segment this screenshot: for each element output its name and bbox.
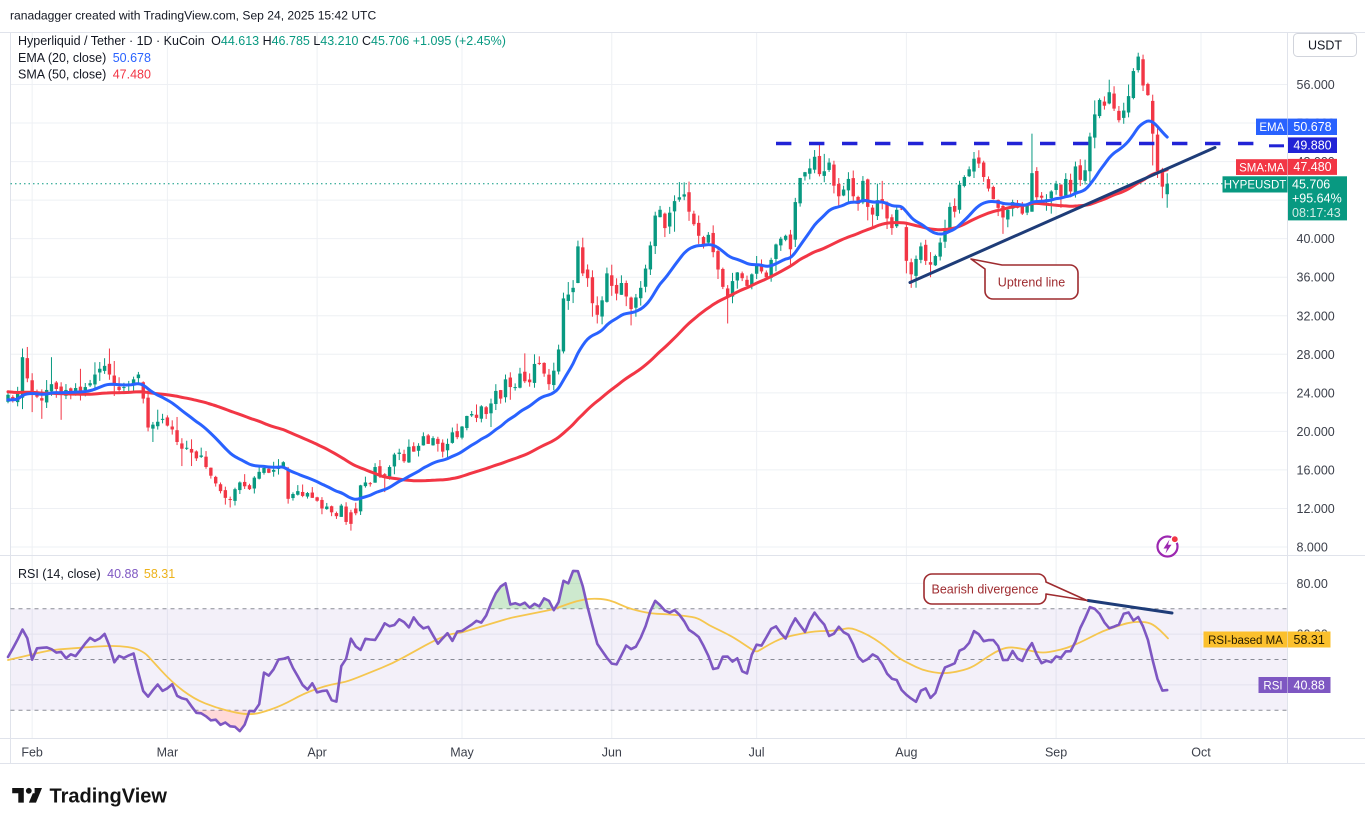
svg-text:40.000: 40.000 (1297, 232, 1335, 246)
svg-text:24.000: 24.000 (1297, 386, 1335, 400)
svg-text:32.000: 32.000 (1297, 309, 1335, 323)
svg-text:Sep: Sep (1045, 746, 1067, 760)
svg-text:56.000: 56.000 (1297, 78, 1335, 92)
svg-text:49.880: 49.880 (1293, 139, 1331, 153)
svg-text:SMA:MA: SMA:MA (1239, 162, 1285, 174)
svg-text:12.000: 12.000 (1297, 502, 1335, 516)
svg-text:May: May (450, 746, 474, 760)
svg-text:Feb: Feb (21, 746, 43, 760)
svg-text:RSI-based MA: RSI-based MA (1208, 635, 1283, 647)
svg-text:Jul: Jul (749, 746, 765, 760)
svg-text:20.000: 20.000 (1297, 425, 1335, 439)
svg-text:8.000: 8.000 (1297, 541, 1328, 555)
svg-text:40.88: 40.88 (1294, 678, 1325, 692)
svg-text:36.000: 36.000 (1297, 271, 1335, 285)
svg-text:ranadagger created with Tradin: ranadagger created with TradingView.com,… (10, 9, 376, 23)
svg-text:16.000: 16.000 (1297, 463, 1335, 477)
svg-text:HYPEUSDT: HYPEUSDT (1224, 180, 1287, 192)
svg-text:TradingView: TradingView (50, 786, 168, 808)
svg-text:08:17:43: 08:17:43 (1292, 206, 1341, 220)
svg-text:Bearish divergence: Bearish divergence (931, 582, 1038, 596)
svg-text:RSI: RSI (1263, 680, 1282, 692)
svg-text:USDT: USDT (1308, 39, 1342, 53)
svg-text:80.00: 80.00 (1297, 577, 1328, 591)
svg-text:45.706: 45.706 (1292, 177, 1330, 191)
svg-text:+95.64%: +95.64% (1292, 192, 1342, 206)
svg-text:47.480: 47.480 (1293, 160, 1331, 174)
svg-text:50.678: 50.678 (1293, 120, 1331, 134)
svg-text:Oct: Oct (1191, 746, 1211, 760)
svg-text:RSI (14, close) 40.88 58.31: RSI (14, close) 40.88 58.31 (18, 567, 175, 581)
svg-text:28.000: 28.000 (1297, 348, 1335, 362)
svg-text:Jun: Jun (602, 746, 622, 760)
svg-text:EMA (20, close) 50.678: EMA (20, close) 50.678 (18, 51, 151, 65)
svg-text:Uptrend line: Uptrend line (998, 275, 1065, 289)
svg-text:Mar: Mar (157, 746, 179, 760)
svg-text:EMA: EMA (1259, 122, 1284, 134)
svg-text:SMA (50, close) 47.480: SMA (50, close) 47.480 (18, 68, 151, 82)
svg-text:58.31: 58.31 (1294, 633, 1325, 647)
svg-text:Hyperliquid / Tether · 1D · Ku: Hyperliquid / Tether · 1D · KuCoin O44.6… (18, 34, 506, 48)
svg-text:Apr: Apr (307, 746, 326, 760)
svg-text:Aug: Aug (895, 746, 917, 760)
